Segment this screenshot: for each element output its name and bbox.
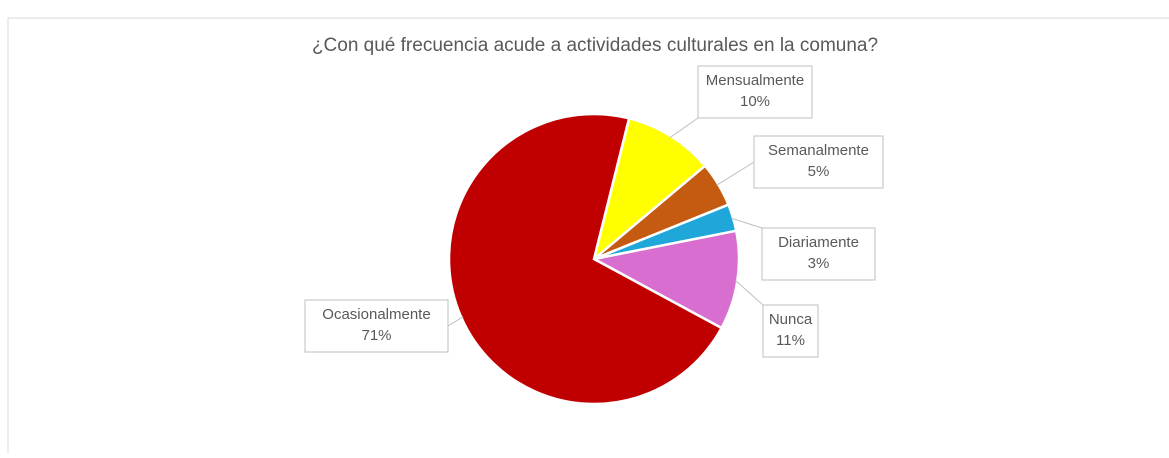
label-box [753, 135, 884, 189]
slice-value: 11% [776, 332, 805, 349]
leader-line [735, 280, 764, 306]
leader-line [669, 117, 699, 139]
slice-label: Mensualmente [706, 72, 804, 89]
leader-line [730, 217, 763, 229]
pie-slice [590, 229, 741, 330]
slice-value: 71% [361, 327, 391, 344]
slice-value: 10% [740, 93, 770, 110]
slice-label: Semanalmente [768, 142, 869, 159]
slice-label: Ocasionalmente [322, 306, 430, 323]
label-box [697, 65, 813, 119]
pie-slice [591, 116, 707, 263]
leader-line [716, 161, 755, 186]
label-box [762, 304, 819, 358]
chart-title: ¿Con qué frecuencia acude a actividades … [312, 35, 878, 56]
slice-label: Nunca [769, 311, 813, 328]
slice-label: Diariamente [778, 234, 859, 251]
slice-value: 5% [808, 163, 830, 180]
label-box [761, 227, 876, 281]
slice-value: 3% [808, 255, 830, 272]
label-box [304, 299, 449, 353]
leader-line [447, 316, 464, 327]
